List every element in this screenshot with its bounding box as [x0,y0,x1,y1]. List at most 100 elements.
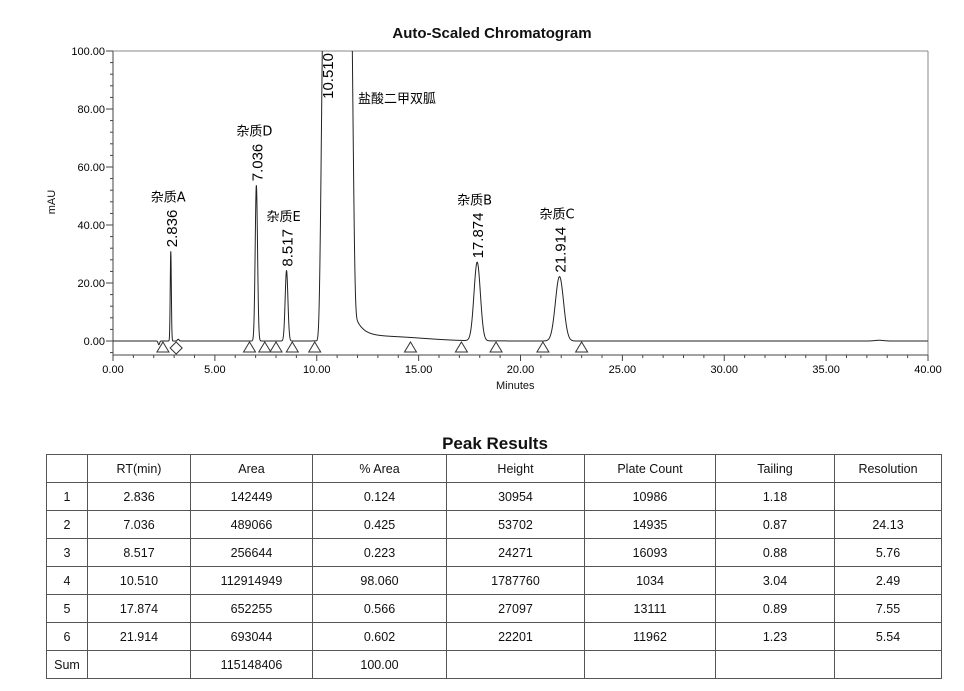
table-cell: 17.874 [87,594,191,623]
table-cell: Sum [46,650,88,679]
table-row: 1 2.836 142449 0.124 30954 10986 1.18 [46,482,942,511]
table-cell: 100.00 [312,650,447,679]
table-cell: 27097 [446,594,585,623]
table-cell: 0.223 [312,538,447,567]
peak-rt-label: 21.914 [552,227,569,273]
table-header: RT(min) Area% Area Height Plate Count Tailin… [46,454,942,483]
table-cell: 1.23 [715,622,835,651]
integration-triangle-marker [574,341,589,353]
integration-triangle-marker [269,341,283,353]
x-tick-label: 30.00 [710,364,738,376]
column-header: Height [446,454,585,483]
integration-triangle-marker [454,341,469,353]
table-cell: 6 [46,622,88,651]
table-cell: 0.87 [715,510,835,539]
table-cell: 5 [46,594,88,623]
table-cell: 5.76 [834,538,942,567]
table-cell: 24271 [446,538,585,567]
column-header: Resolution [834,454,942,483]
x-tick-label: 40.00 [914,364,942,376]
integration-triangle-marker [307,341,322,353]
table-cell [87,650,191,679]
table-cell: 4 [46,566,88,595]
y-tick-label: 100.00 [71,46,105,58]
table-cell: 0.89 [715,594,835,623]
y-tick-label: 60.00 [77,162,105,174]
table-cell [715,650,835,679]
peak-rt-label: 8.517 [280,229,297,267]
chromatogram-trace [113,51,928,346]
y-tick-label: 40.00 [77,220,105,232]
peak-rt-label: 17.874 [470,213,487,259]
y-tick-label: 0.00 [84,336,105,348]
integration-triangle-marker [242,341,257,353]
table-cell: 0.602 [312,622,447,651]
table-cell: 0.124 [312,482,447,511]
table-cell [834,650,942,679]
table-cell: 1034 [584,566,716,595]
x-tick-label: 15.00 [405,364,433,376]
table-cell: 10986 [584,482,716,511]
peak-name-label: 杂质D [236,125,272,140]
table-title: Peak Results [442,434,548,453]
y-tick-label: 80.00 [77,104,105,116]
table-cell: 2.49 [834,566,942,595]
table-cell [446,650,585,679]
table-cell [584,650,716,679]
table-row: 6 21.914 693044 0.602 22201 11962 1.23 5.54 [46,622,942,651]
table-cell: 5.54 [834,622,942,651]
table-cell: 21.914 [87,622,191,651]
table-row: 4 10.510 112914949 98.060 1787760 1034 3.04 2.4… [46,566,942,595]
table-cell: 30954 [446,482,585,511]
column-header: % Area [312,454,447,483]
peak-name-label: 杂质B [457,194,492,209]
integration-diamond-marker [169,341,183,355]
table-cell: 0.425 [312,510,447,539]
table-cell: 24.13 [834,510,942,539]
integration-triangle-marker [403,341,418,353]
column-header [46,454,88,483]
integration-triangle-marker [285,341,300,353]
peak-name-label: 杂质A [151,191,186,206]
column-header: RT(min) [87,454,191,483]
column-header: Tailing [715,454,835,483]
table-cell [834,482,942,511]
table-cell: 22201 [446,622,585,651]
table-cell: 0.566 [312,594,447,623]
table-row: 5 17.874 652255 0.566 27097 13111 0.89 7.55 [46,594,942,623]
integration-triangle-marker [257,341,272,353]
x-tick-label: 35.00 [812,364,840,376]
column-header: Plate Count [584,454,716,483]
chart-title: Auto-Scaled Chromatogram [392,25,592,42]
table-cell: 0.88 [715,538,835,567]
peak-rt-label: 7.036 [249,144,266,182]
table-row: Sum 115148406 100.00 [46,650,942,679]
table-cell: 98.060 [312,566,447,595]
table-cell: 16093 [584,538,716,567]
peak-name-label: 杂质E [267,210,301,225]
table-cell: 256644 [190,538,313,567]
table-cell: 7.036 [87,510,191,539]
y-tick-label: 20.00 [77,278,105,290]
table-cell: 13111 [584,594,716,623]
table-row: 2 7.036 489066 0.425 53702 14935 0.87 24.13 [46,510,942,539]
table-cell: 1 [46,482,88,511]
table-cell: 693044 [190,622,313,651]
table-row: 3 8.517 256644 0.223 24271 16093 0.88 5.76 [46,538,942,567]
table-cell: 3 [46,538,88,567]
peak-name-label: 盐酸二甲双胍 [358,92,436,107]
x-tick-label: 25.00 [609,364,637,376]
integration-triangle-marker [489,341,503,353]
chromatogram-plot: 0.00 20.00 40.00 60.00 80.00 100.00 0.00 5.00 10… [71,46,942,376]
peak-name-label: 杂质C [539,208,574,223]
table-cell: 7.55 [834,594,942,623]
x-axis-label: Minutes [496,380,535,392]
table-cell: 10.510 [87,566,191,595]
table-cell: 1787760 [446,566,585,595]
table-cell: 489066 [190,510,313,539]
table-cell: 11962 [584,622,716,651]
integration-triangle-marker [536,341,550,353]
x-tick-label: 20.00 [507,364,535,376]
table-cell: 8.517 [87,538,191,567]
peak-results-table: RT(min) Area% Area Height Plate Count Tailin… [46,454,942,679]
